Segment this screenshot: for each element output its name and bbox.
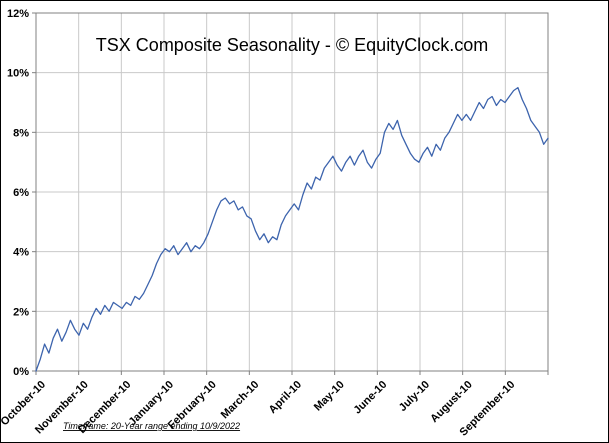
gridlines bbox=[36, 13, 548, 371]
x-tick-label: March-10 bbox=[219, 379, 262, 422]
y-tick-label: 8% bbox=[13, 127, 29, 139]
timeframe-footnote: Timeframe: 20-Year range ending 10/9/202… bbox=[63, 421, 240, 431]
seasonality-series bbox=[35, 86, 549, 372]
y-tick-label: 2% bbox=[13, 306, 29, 318]
y-tick-label: 12% bbox=[7, 8, 29, 20]
chart-title: TSX Composite Seasonality - © EquityCloc… bbox=[96, 35, 488, 55]
y-tick-label: 0% bbox=[13, 366, 29, 378]
x-tick-label: May-10 bbox=[312, 379, 347, 414]
x-tick-label: August-10 bbox=[428, 379, 475, 426]
plot-border bbox=[32, 12, 549, 375]
series-line bbox=[35, 86, 549, 372]
y-tick-label: 10% bbox=[7, 68, 29, 80]
plot-area-border bbox=[35, 12, 549, 372]
y-tick-label: 4% bbox=[13, 247, 29, 259]
x-tick-label: July-10 bbox=[397, 379, 432, 414]
y-tick-label: 6% bbox=[13, 187, 29, 199]
x-tick-label: June-10 bbox=[352, 379, 390, 417]
x-tick-label: April-10 bbox=[267, 379, 304, 416]
